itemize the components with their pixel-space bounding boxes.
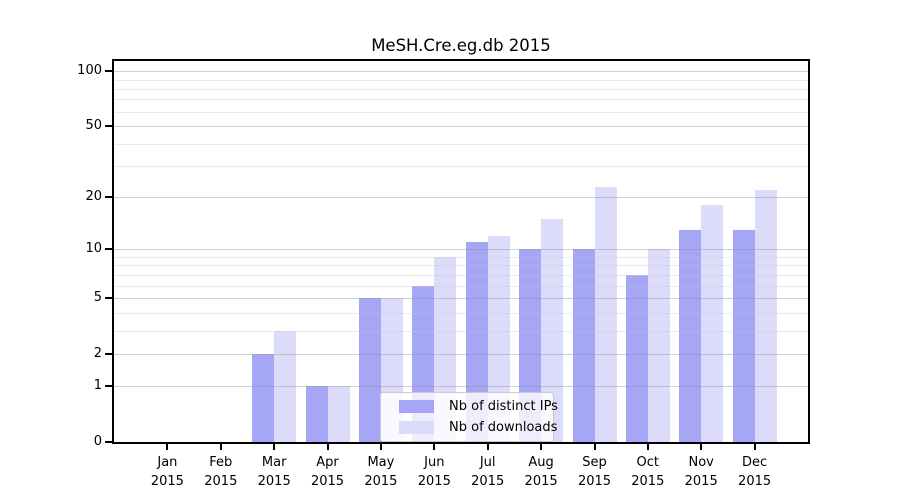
x-tick-mark [326, 444, 329, 450]
x-tick-mark [753, 444, 756, 450]
bar-distinct-ips [679, 229, 702, 442]
y-tick-mark [105, 70, 112, 73]
x-tick-year: 2015 [684, 474, 718, 489]
gridline-minor [114, 143, 808, 145]
y-tick-label: 100 [77, 63, 102, 79]
x-tick-year: 2015 [524, 474, 558, 489]
gridline-minor [114, 88, 808, 90]
legend-row-distinct-ips: Nb of distinct IPs [399, 399, 558, 414]
legend-label-distinct-ips: Nb of distinct IPs [449, 399, 558, 414]
x-tick-year: 2015 [310, 474, 345, 489]
x-tick-label: Nov 2015 [669, 453, 733, 491]
y-tick-mark [105, 248, 112, 251]
x-tick-label: Dec 2015 [723, 453, 787, 491]
bar-downloads [594, 186, 617, 442]
x-tick-month: Sep [582, 455, 607, 470]
x-tick-mark [593, 444, 596, 450]
gridline-major [114, 197, 808, 199]
bar-distinct-ips [358, 298, 381, 442]
x-tick-label: Aug 2015 [509, 453, 573, 491]
x-tick-month: Aug [528, 455, 554, 470]
x-tick-month: Jul [479, 455, 496, 470]
legend-row-downloads: Nb of downloads [399, 420, 557, 435]
bar-downloads [274, 330, 297, 442]
x-tick-month: Dec [742, 455, 768, 470]
y-tick-label: 2 [93, 345, 102, 361]
legend: Nb of distinct IPs Nb of downloads [380, 392, 558, 442]
x-tick-label: Feb 2015 [189, 453, 253, 491]
gridline-minor [114, 166, 808, 167]
x-tick-year: 2015 [364, 474, 398, 489]
y-tick-mark [105, 125, 112, 127]
x-tick-label: Jun 2015 [402, 453, 466, 491]
y-tick-mark [105, 196, 112, 199]
bar-downloads [487, 235, 510, 442]
gridline-minor [114, 111, 808, 113]
x-tick-month: Feb [209, 455, 233, 470]
y-tick-mark [105, 441, 112, 443]
x-tick-mark [273, 444, 276, 450]
x-tick-label: May 2015 [349, 453, 413, 491]
x-tick-year: 2015 [150, 474, 184, 489]
y-tick-label: 0 [93, 434, 102, 449]
y-tick-label: 20 [85, 189, 102, 205]
gridline-major [114, 126, 808, 127]
x-tick-year: 2015 [631, 474, 665, 489]
x-tick-month: Jun [424, 455, 445, 470]
x-tick-year: 2015 [471, 474, 505, 489]
x-tick-mark [700, 444, 703, 450]
bar-downloads [701, 205, 724, 442]
y-tick-mark [105, 385, 112, 388]
y-tick-mark [105, 297, 112, 299]
x-tick-month: Nov [688, 455, 714, 470]
bar-distinct-ips [572, 249, 595, 442]
bar-downloads [647, 249, 670, 442]
chart-title: MeSH.Cre.eg.db 2015 [371, 36, 551, 55]
plot-area: Nb of distinct IPs Nb of downloads [112, 59, 810, 444]
bar-distinct-ips [732, 229, 755, 442]
x-tick-month: Oct [636, 455, 660, 470]
x-tick-year: 2015 [257, 474, 291, 489]
y-tick-label: 1 [93, 378, 102, 394]
x-tick-year: 2015 [738, 474, 772, 489]
x-tick-label: Jul 2015 [456, 453, 520, 491]
x-tick-mark [540, 444, 543, 450]
x-tick-month: May [367, 455, 395, 470]
x-tick-mark [166, 444, 169, 450]
x-tick-month: Mar [261, 455, 287, 470]
x-tick-label: Oct 2015 [616, 453, 680, 491]
x-tick-mark [486, 444, 489, 450]
bar-distinct-ips [252, 353, 275, 442]
bar-downloads [754, 190, 777, 442]
bar-distinct-ips [625, 274, 648, 442]
y-tick-label: 50 [85, 118, 102, 133]
gridline-minor [114, 99, 808, 101]
x-tick-month: Apr [316, 455, 339, 470]
x-tick-mark [433, 444, 436, 450]
legend-swatch-distinct-ips [399, 400, 434, 413]
x-tick-mark [219, 444, 222, 450]
x-tick-label: Jan 2015 [135, 453, 199, 491]
x-tick-label: Apr 2015 [296, 453, 360, 491]
y-tick-label: 5 [93, 290, 102, 305]
y-tick-mark [105, 352, 112, 355]
x-tick-mark [646, 444, 649, 450]
x-tick-label: Sep 2015 [563, 453, 627, 491]
legend-label-downloads: Nb of downloads [449, 420, 558, 435]
gridline-minor [114, 79, 808, 81]
bar-downloads [327, 386, 350, 442]
x-tick-month: Jan [157, 455, 178, 470]
bar-distinct-ips [305, 386, 328, 442]
legend-swatch-downloads [399, 421, 434, 434]
x-tick-label: Mar 2015 [242, 453, 306, 491]
bar-downloads [541, 219, 564, 442]
x-tick-mark [379, 444, 382, 450]
x-tick-year: 2015 [417, 474, 451, 489]
y-tick-label: 10 [85, 241, 102, 257]
x-tick-year: 2015 [577, 474, 612, 489]
gridline-major [114, 71, 808, 73]
x-tick-year: 2015 [204, 474, 238, 489]
